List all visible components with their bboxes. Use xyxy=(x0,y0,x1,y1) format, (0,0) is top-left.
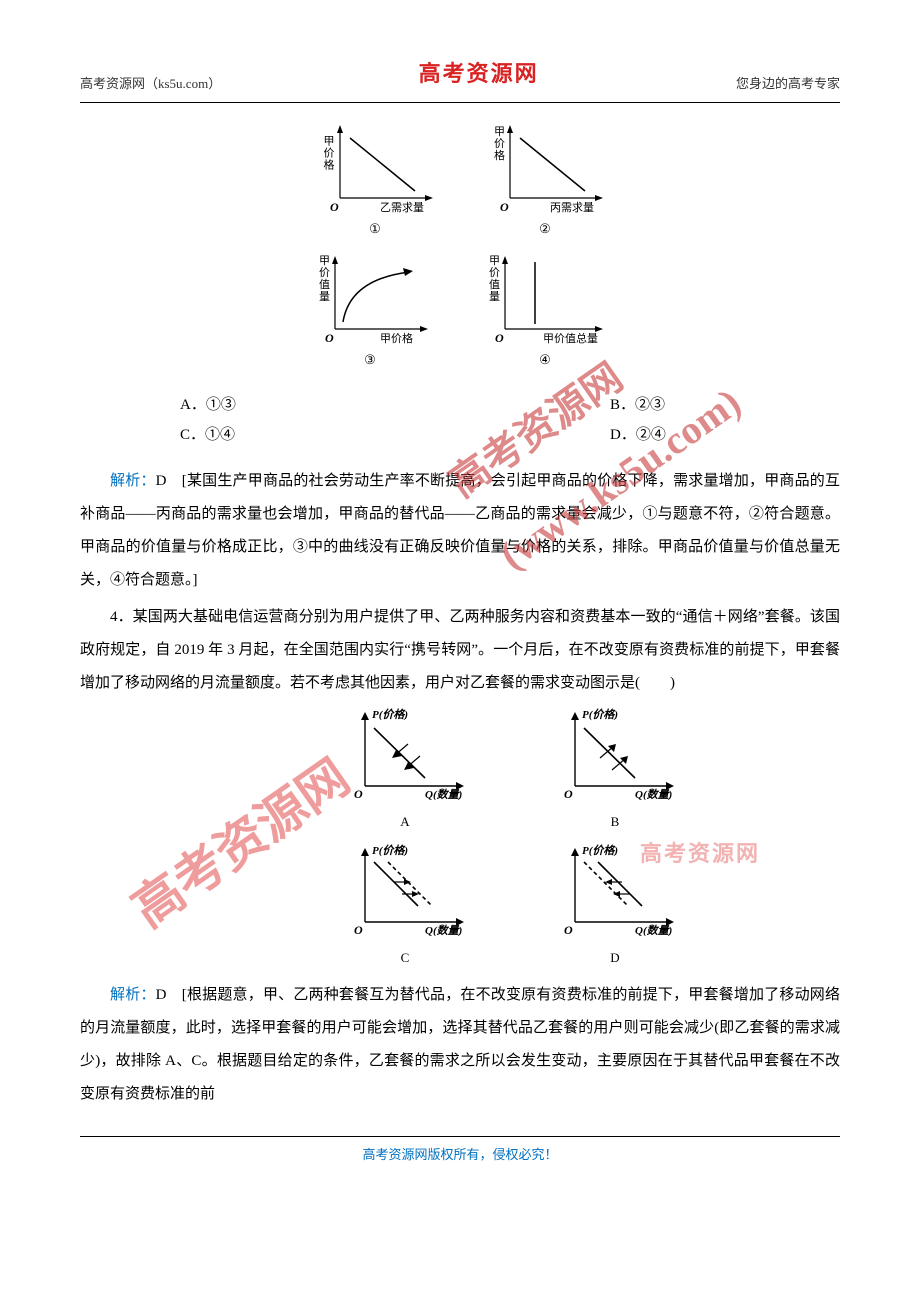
chart-caption: D xyxy=(540,944,690,973)
svg-text:P(价格): P(价格) xyxy=(582,844,618,857)
svg-text:甲价格: 甲价格 xyxy=(494,126,505,162)
chart-caption: A xyxy=(330,808,480,837)
header-left: 高考资源网（ks5u.com） xyxy=(80,70,221,99)
svg-text:P(价格): P(价格) xyxy=(372,708,408,721)
q3-explanation: 解析：D [某国生产甲商品的社会劳动生产率不断提高，会引起甲商品的价格下降，需求… xyxy=(80,465,840,597)
svg-text:甲价值量: 甲价值量 xyxy=(489,255,500,303)
svg-text:Q(数量): Q(数量) xyxy=(425,924,462,937)
explain-answer: D xyxy=(156,987,167,1003)
q4-charts-grid: P(价格) O Q(数量) A P(价格) xyxy=(300,706,720,973)
origin-label: O xyxy=(330,200,339,213)
q4-chart-d: P(价格) O Q(数量) D xyxy=(540,842,690,973)
x-axis-label: 乙需求量 xyxy=(380,201,424,213)
svg-text:Q(数量): Q(数量) xyxy=(425,788,462,801)
option-b: B．②③ xyxy=(610,390,840,420)
svg-text:甲价值量: 甲价值量 xyxy=(319,255,330,303)
svg-text:O: O xyxy=(564,923,573,937)
svg-text:O: O xyxy=(500,200,509,213)
explain-answer: D xyxy=(156,473,167,489)
q4-chart-b: P(价格) O Q(数量) B xyxy=(540,706,690,837)
chart-caption: ④ xyxy=(475,346,615,375)
svg-text:O: O xyxy=(325,331,334,344)
option-c: C．①④ xyxy=(180,420,410,450)
chart-caption: B xyxy=(540,808,690,837)
svg-text:Q(数量): Q(数量) xyxy=(635,788,672,801)
svg-text:丙需求量: 丙需求量 xyxy=(550,201,594,213)
chart-caption: ② xyxy=(480,215,610,244)
explain-label: 解析： xyxy=(110,987,156,1003)
chart-caption: C xyxy=(330,944,480,973)
explain-label: 解析： xyxy=(110,473,156,489)
svg-text:甲价格: 甲价格 xyxy=(380,331,413,344)
page-header: 高考资源网（ks5u.com） 高考资源网 您身边的高考专家 xyxy=(80,50,840,103)
q3-chart-4: 甲价值量 O 甲价值总量 ④ xyxy=(475,254,615,375)
q4-stem: 4．某国两大基础电信运营商分别为用户提供了甲、乙两种服务内容和资费基本一致的“通… xyxy=(80,601,840,700)
option-d: D．②④ xyxy=(610,420,840,450)
q4-explanation: 解析：D [根据题意，甲、乙两种套餐互为替代品，在不改变原有资费标准的前提下，甲… xyxy=(80,979,840,1111)
q3-chart-3: 甲价值量 O 甲价格 ③ xyxy=(305,254,435,375)
q3-options: A．①③ B．②③ C．①④ D．②④ xyxy=(180,390,840,450)
option-a: A．①③ xyxy=(180,390,410,420)
chart-caption: ③ xyxy=(305,346,435,375)
explain-text: [根据题意，甲、乙两种套餐互为替代品，在不改变原有资费标准的前提下，甲套餐增加了… xyxy=(80,987,840,1102)
svg-text:O: O xyxy=(354,787,363,801)
header-right: 您身边的高考专家 xyxy=(736,70,840,99)
svg-text:P(价格): P(价格) xyxy=(582,708,618,721)
q3-chart-1: 甲价格 O 乙需求量 ① xyxy=(310,123,440,244)
explain-text: [某国生产甲商品的社会劳动生产率不断提高，会引起甲商品的价格下降，需求量增加，甲… xyxy=(80,473,840,588)
y-axis-label: 甲价格 xyxy=(322,135,335,171)
svg-text:O: O xyxy=(495,331,504,344)
q3-charts-row1: 甲价格 O 乙需求量 ① 甲价格 O 丙需求量 ② xyxy=(80,123,840,244)
q4-chart-c: P(价格) O Q(数量) C xyxy=(330,842,480,973)
svg-text:甲价值总量: 甲价值总量 xyxy=(543,331,598,344)
svg-text:P(价格): P(价格) xyxy=(372,844,408,857)
page-footer: 高考资源网版权所有，侵权必究！ xyxy=(80,1136,840,1170)
svg-text:Q(数量): Q(数量) xyxy=(635,924,672,937)
header-center-logo: 高考资源网 xyxy=(419,50,539,98)
q3-chart-2: 甲价格 O 丙需求量 ② xyxy=(480,123,610,244)
q4-chart-a: P(价格) O Q(数量) A xyxy=(330,706,480,837)
chart-caption: ① xyxy=(310,215,440,244)
svg-text:O: O xyxy=(564,787,573,801)
q3-charts-row2: 甲价值量 O 甲价格 ③ 甲价值量 O 甲价值总量 xyxy=(80,254,840,375)
svg-text:O: O xyxy=(354,923,363,937)
